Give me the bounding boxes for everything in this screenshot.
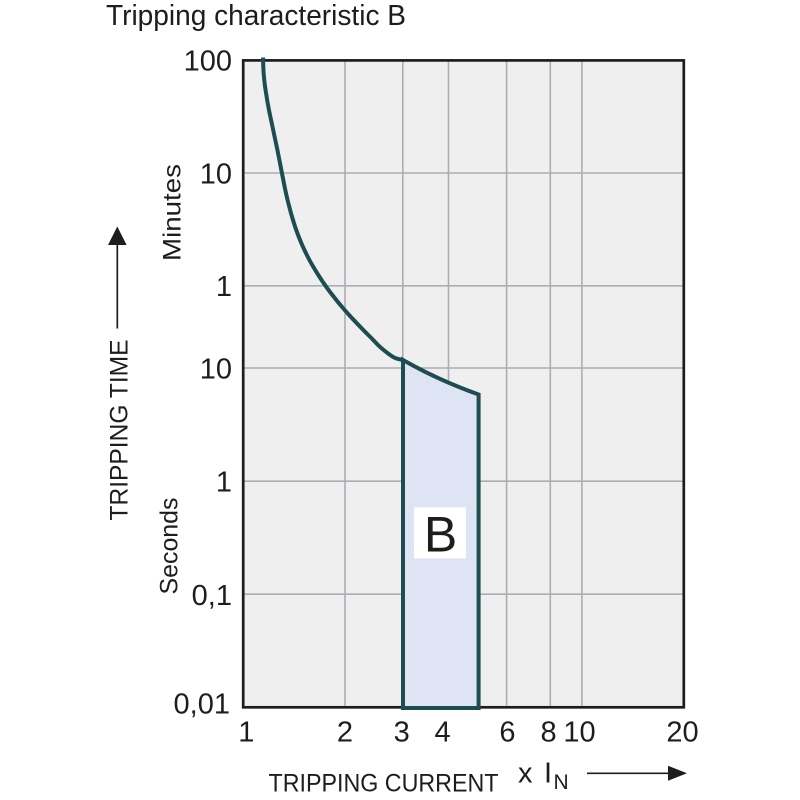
svg-text:x: x — [518, 758, 533, 790]
svg-text:TRIPPING CURRENT: TRIPPING CURRENT — [269, 769, 499, 797]
svg-text:10: 10 — [200, 354, 232, 386]
svg-text:10: 10 — [200, 158, 232, 190]
svg-text:100: 100 — [184, 46, 232, 78]
svg-text:N: N — [554, 771, 569, 794]
svg-text:B: B — [424, 507, 457, 563]
svg-text:Minutes: Minutes — [159, 164, 187, 261]
svg-text:Tripping characteristic B: Tripping characteristic B — [106, 0, 406, 32]
svg-text:2: 2 — [337, 717, 353, 749]
svg-text:1: 1 — [216, 467, 232, 499]
svg-text:6: 6 — [499, 717, 515, 749]
svg-text:20: 20 — [666, 717, 698, 749]
svg-text:0,1: 0,1 — [192, 580, 232, 612]
svg-text:10: 10 — [563, 717, 595, 749]
svg-text:1: 1 — [216, 271, 232, 303]
svg-text:8: 8 — [541, 717, 557, 749]
svg-text:4: 4 — [435, 717, 451, 749]
svg-text:1: 1 — [238, 717, 254, 749]
svg-text:0,01: 0,01 — [174, 689, 230, 721]
svg-text:3: 3 — [394, 717, 410, 749]
svg-text:Seconds: Seconds — [156, 498, 184, 595]
svg-text:TRIPPING TIME: TRIPPING TIME — [106, 340, 134, 521]
svg-text:I: I — [544, 758, 552, 790]
